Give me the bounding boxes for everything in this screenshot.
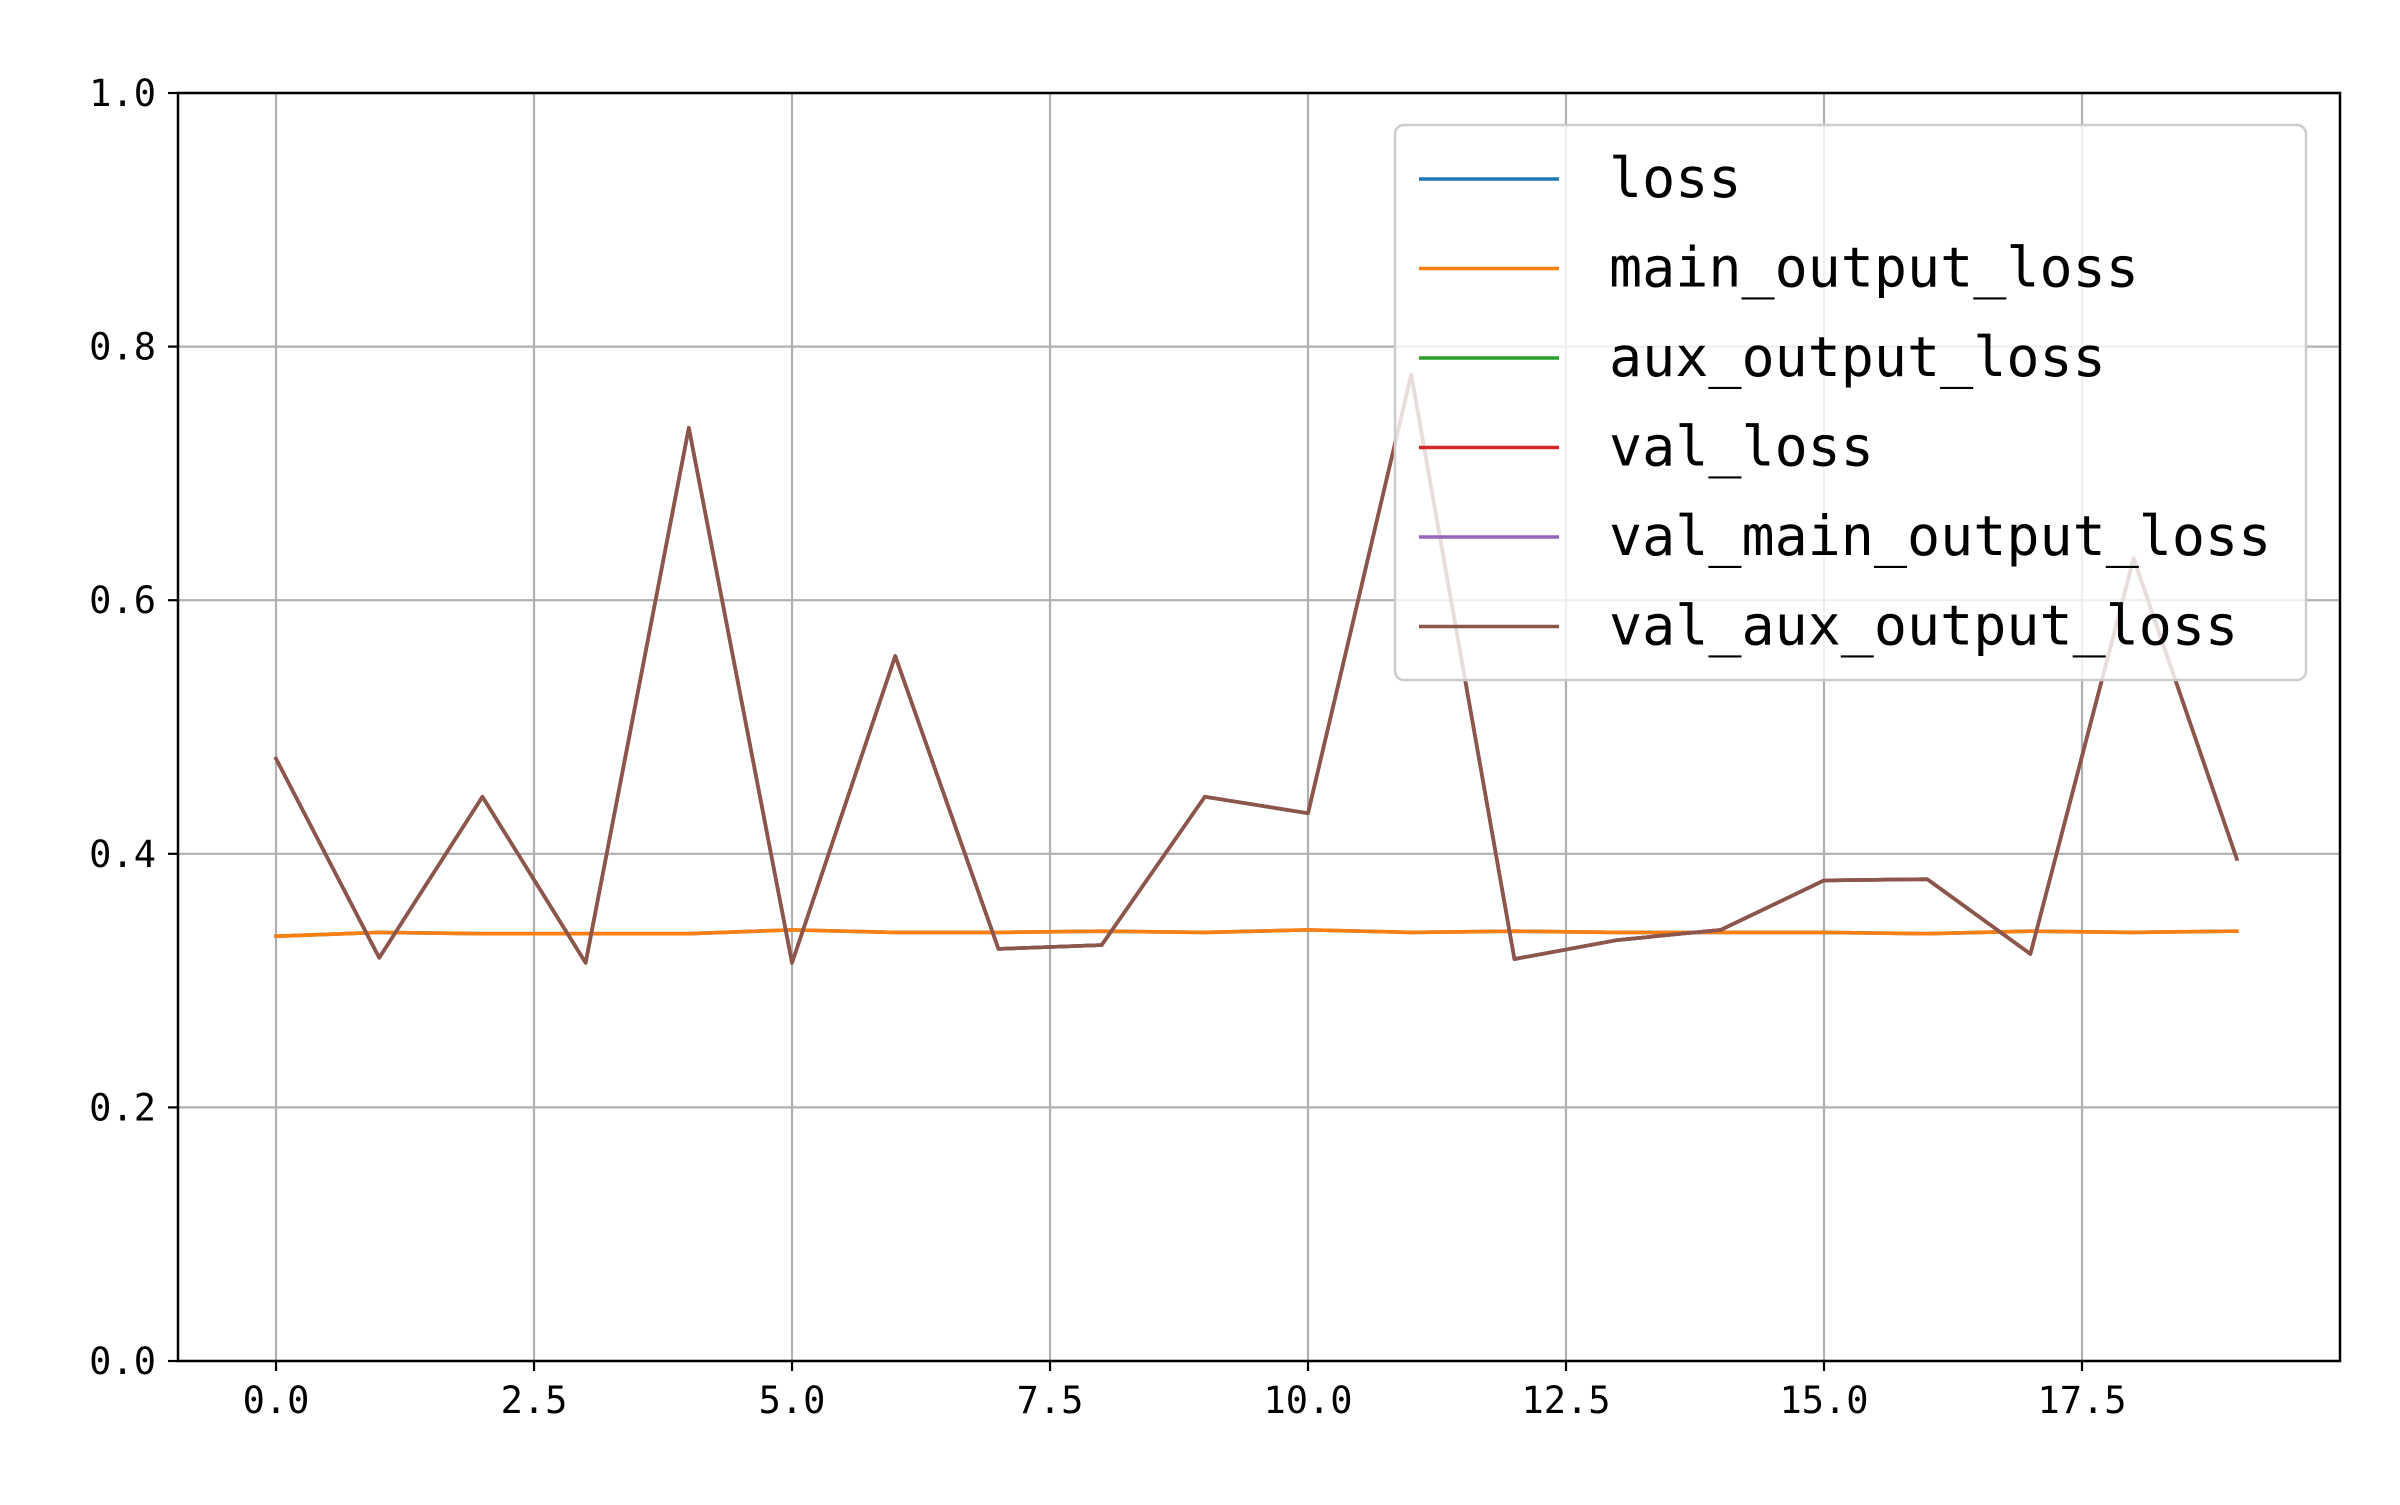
legend-label: main_output_loss: [1609, 236, 2139, 300]
legend-label: loss: [1609, 146, 1741, 210]
series-lines: [273, 372, 2240, 965]
legend-box: [1393, 123, 2308, 682]
axes-frame: [176, 91, 2342, 1363]
x-tick-label: 15.0: [1779, 1379, 1868, 1422]
y-tick-label: 0.0: [89, 1340, 156, 1383]
series-line-main-output-loss: [274, 928, 2239, 939]
y-tick-label: 0.2: [89, 1086, 156, 1129]
x-tick-label: 0.0: [243, 1379, 310, 1422]
y-tick-label: 0.6: [89, 579, 156, 622]
y-tick-label: 0.4: [89, 833, 156, 876]
legend-label: val_loss: [1609, 415, 1874, 479]
series-line-val-aux-output-loss: [273, 372, 2240, 965]
legend: loss main_output_loss aux_output_loss val_l…: [1393, 123, 2308, 682]
axis-ticks: 0.0 2.5 5.0 7.5 10.0 12.5 15.0 17.5 0.0 0.2 0.4 0.6…: [89, 72, 2126, 1422]
x-tick-label: 5.0: [759, 1379, 826, 1422]
x-tick-label: 2.5: [501, 1379, 568, 1422]
legend-label: val_aux_output_loss: [1609, 594, 2238, 658]
x-tick-label: 17.5: [2037, 1379, 2126, 1422]
y-tick-label: 1.0: [89, 72, 156, 115]
x-tick-label: 10.0: [1263, 1379, 1352, 1422]
x-tick-label: 12.5: [1521, 1379, 1610, 1422]
y-tick-label: 0.8: [89, 326, 156, 369]
legend-label: val_main_output_loss: [1609, 504, 2271, 568]
x-tick-label: 7.5: [1017, 1379, 1084, 1422]
legend-label: aux_output_loss: [1609, 325, 2106, 389]
